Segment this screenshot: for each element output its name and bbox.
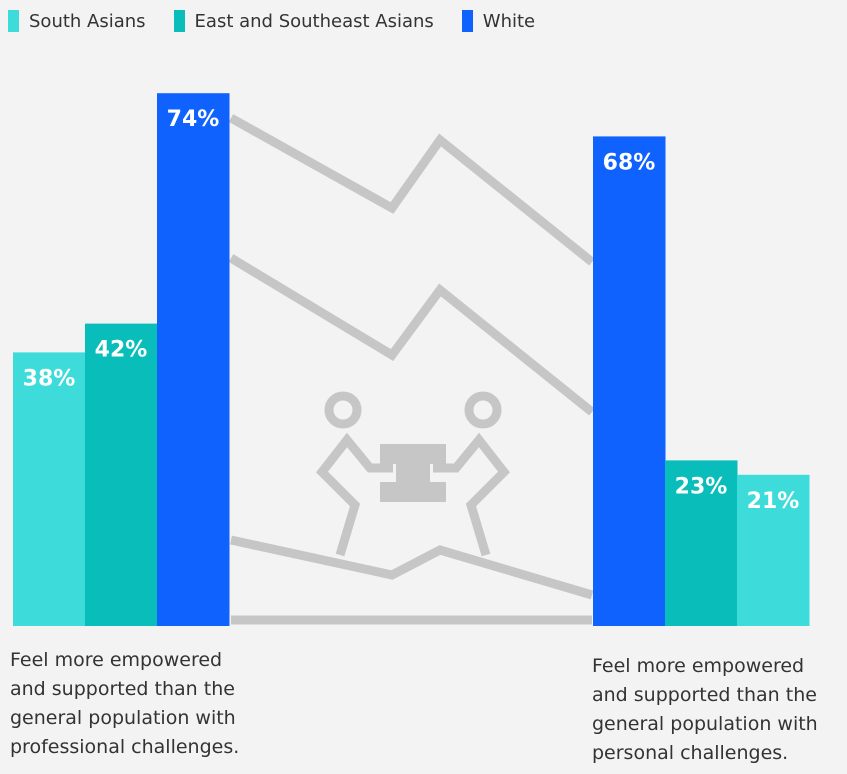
- caption-line: personal challenges.: [592, 742, 789, 764]
- bar-value-label: 23%: [675, 474, 728, 499]
- legend-item-white: White: [461, 10, 536, 32]
- bar-south-asians-personal: [737, 474, 810, 626]
- legend-swatch-white: [461, 10, 473, 32]
- bar-value-label: 42%: [95, 338, 148, 363]
- caption-line: Feel more empowered: [592, 655, 805, 677]
- background-illustration: [228, 114, 595, 625]
- legend-item-south-asians: South Asians: [8, 10, 146, 32]
- legend-swatch-south-asians: [8, 10, 19, 32]
- legend-label-east-southeast-asians: East and Southeast Asians: [194, 10, 434, 32]
- bar-value-label: 38%: [23, 366, 76, 391]
- legend-label-white: White: [482, 10, 536, 32]
- bar-east-and-southeast-asians-personal: [665, 460, 738, 626]
- bar-value-label: 21%: [747, 489, 800, 514]
- legend-item-east-southeast-asians: East and Southeast Asians: [173, 10, 434, 32]
- two-people-lifting-block-icon: [316, 391, 510, 557]
- bar-value-label: 74%: [167, 107, 220, 132]
- bars-group: 38% 42% 74% 68% 23% 21%: [13, 93, 810, 626]
- bar-south-asians-professional: [13, 352, 86, 626]
- bar-white-personal: [593, 136, 666, 626]
- decor-line-upper: [228, 114, 595, 266]
- chart-legend: South Asians East and Southeast Asians W…: [8, 8, 563, 34]
- bar-white-professional: [157, 93, 230, 626]
- legend-swatch-east-southeast-asians: [173, 10, 185, 32]
- caption-line: and supported than the: [592, 684, 817, 706]
- caption-professional-challenges: Feel more empowered and supported than t…: [10, 646, 239, 762]
- bar-value-label: 68%: [603, 150, 656, 175]
- bar-east-and-southeast-asians-professional: [85, 323, 158, 626]
- caption-line: Feel more empowered: [10, 649, 223, 671]
- decor-line-lower: [230, 535, 594, 600]
- decor-line-middle: [228, 254, 595, 416]
- legend-label-south-asians: South Asians: [29, 10, 146, 32]
- caption-line: general population with: [592, 713, 818, 735]
- caption-personal-challenges: Feel more empowered and supported than t…: [592, 652, 818, 768]
- caption-line: and supported than the: [10, 678, 235, 700]
- caption-line: professional challenges.: [10, 736, 240, 758]
- caption-line: general population with: [10, 707, 236, 729]
